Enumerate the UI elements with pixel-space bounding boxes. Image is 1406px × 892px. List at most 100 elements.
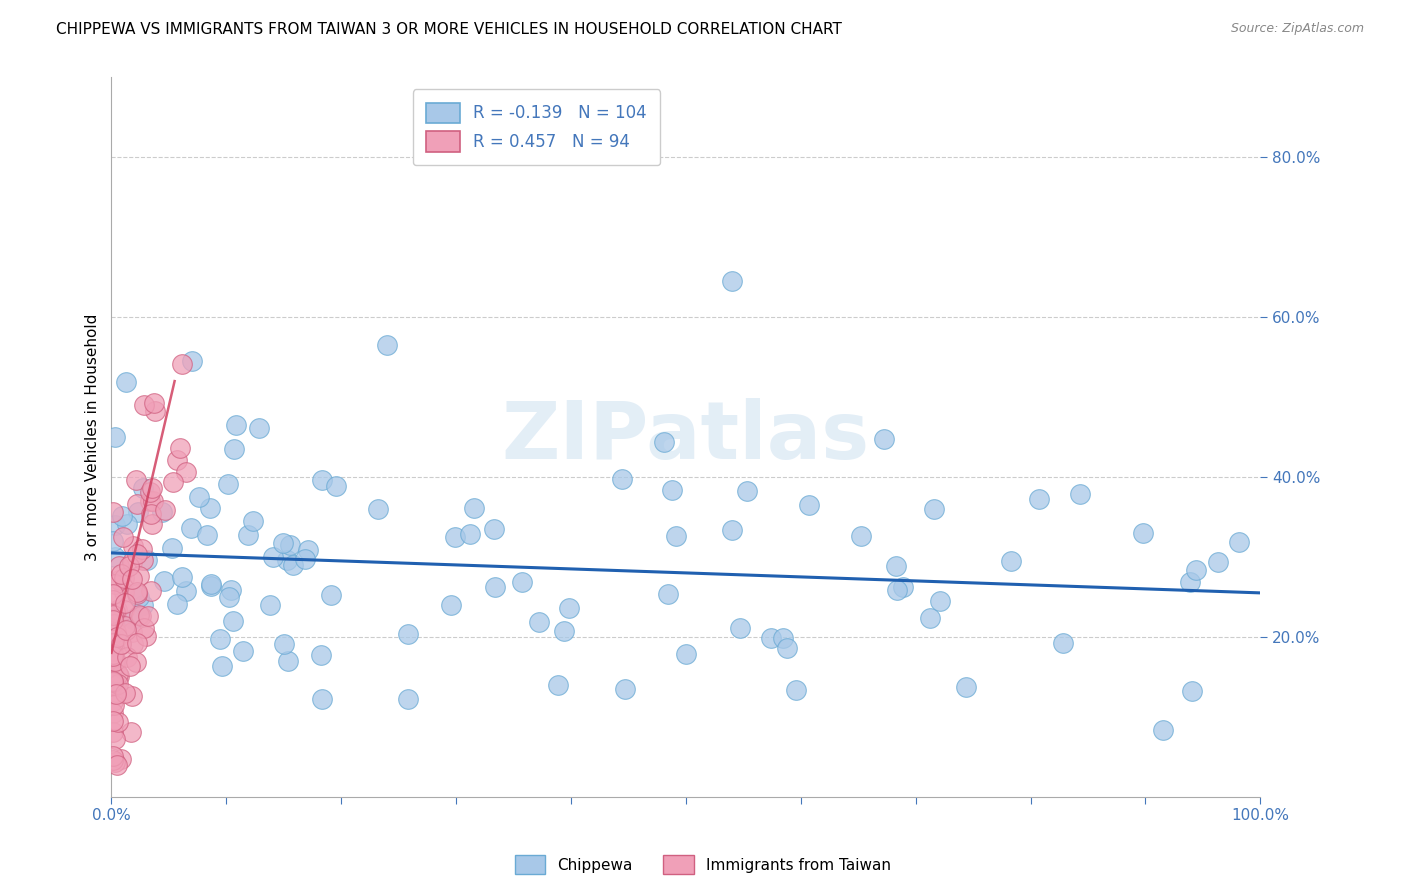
Point: [101, 644, 124, 658]
Point: [482, 522, 505, 536]
Point: [918, 611, 941, 625]
Point: [849, 529, 872, 543]
Point: [110, 752, 132, 766]
Point: [107, 677, 129, 691]
Point: [121, 689, 143, 703]
Point: [105, 603, 128, 617]
Point: [101, 534, 124, 549]
Point: [120, 725, 142, 739]
Point: [884, 558, 907, 573]
Point: [208, 632, 231, 646]
Point: [114, 596, 136, 610]
Point: [121, 625, 143, 640]
Point: [294, 551, 316, 566]
Point: [104, 550, 127, 565]
Legend: R = -0.139   N = 104, R = 0.457   N = 94: R = -0.139 N = 104, R = 0.457 N = 94: [413, 89, 659, 165]
Point: [661, 483, 683, 497]
Point: [105, 630, 128, 644]
Point: [138, 609, 160, 624]
Point: [114, 618, 136, 632]
Point: [396, 627, 419, 641]
Point: [122, 612, 145, 626]
Point: [367, 502, 389, 516]
Point: [928, 594, 950, 608]
Point: [132, 553, 155, 567]
Point: [873, 432, 896, 446]
Point: [131, 608, 153, 623]
Point: [101, 753, 124, 767]
Point: [142, 493, 165, 508]
Point: [101, 607, 124, 622]
Point: [1181, 684, 1204, 698]
Point: [101, 694, 124, 708]
Point: [891, 580, 914, 594]
Point: [222, 615, 245, 629]
Point: [101, 725, 124, 739]
Point: [553, 624, 575, 639]
Point: [547, 678, 569, 692]
Point: [271, 536, 294, 550]
Point: [112, 571, 135, 585]
Point: [166, 453, 188, 467]
Point: [127, 547, 149, 561]
Point: [309, 648, 332, 662]
Point: [170, 357, 193, 371]
Point: [1000, 554, 1022, 568]
Point: [118, 658, 141, 673]
Point: [101, 714, 124, 728]
Point: [101, 678, 124, 692]
Point: [1185, 563, 1208, 577]
Point: [107, 666, 129, 681]
Point: [101, 675, 124, 690]
Point: [797, 498, 820, 512]
Point: [135, 629, 157, 643]
Point: [121, 572, 143, 586]
Point: [652, 435, 675, 450]
Point: [125, 636, 148, 650]
Point: [297, 542, 319, 557]
Point: [1152, 723, 1174, 738]
Point: [160, 541, 183, 556]
Point: [139, 485, 162, 500]
Point: [136, 553, 159, 567]
Point: [104, 678, 127, 692]
Point: [218, 590, 240, 604]
Point: [396, 692, 419, 706]
Point: [101, 505, 124, 519]
Point: [613, 681, 636, 696]
Point: [112, 530, 135, 544]
Point: [785, 683, 807, 698]
Point: [104, 687, 127, 701]
Point: [1052, 636, 1074, 650]
Point: [170, 570, 193, 584]
Point: [283, 558, 305, 572]
Point: [104, 755, 127, 769]
Point: [510, 574, 533, 589]
Text: Source: ZipAtlas.com: Source: ZipAtlas.com: [1230, 22, 1364, 36]
Point: [104, 654, 127, 668]
Point: [311, 473, 333, 487]
Point: [311, 692, 333, 706]
Point: [101, 613, 124, 627]
Point: [101, 649, 124, 664]
Point: [115, 516, 138, 531]
Point: [143, 395, 166, 409]
Point: [657, 587, 679, 601]
Point: [107, 573, 129, 587]
Point: [108, 669, 131, 683]
Point: [150, 505, 173, 519]
Point: [1206, 555, 1229, 569]
Point: [104, 685, 127, 699]
Point: [665, 529, 688, 543]
Point: [103, 617, 125, 632]
Point: [110, 567, 132, 582]
Point: [675, 647, 697, 661]
Point: [139, 584, 162, 599]
Point: [198, 501, 221, 516]
Point: [188, 490, 211, 504]
Point: [131, 541, 153, 556]
Point: [121, 555, 143, 569]
Legend: Chippewa, Immigrants from Taiwan: Chippewa, Immigrants from Taiwan: [509, 849, 897, 880]
Point: [236, 528, 259, 542]
Point: [125, 497, 148, 511]
